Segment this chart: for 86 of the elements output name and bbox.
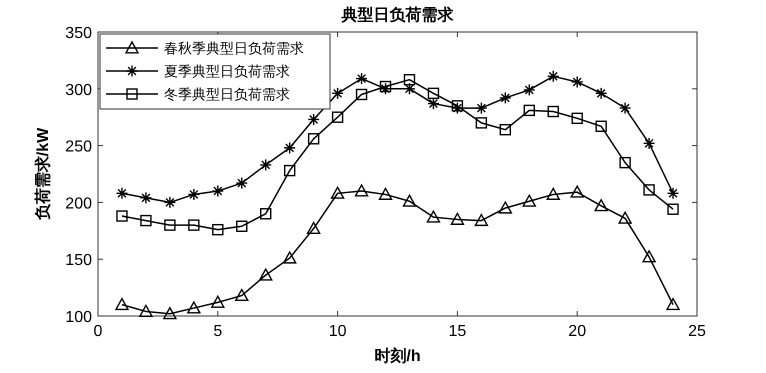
point	[235, 288, 248, 302]
point	[331, 87, 344, 100]
point	[667, 204, 679, 215]
point	[546, 188, 560, 200]
point	[260, 208, 272, 220]
point	[642, 250, 656, 262]
point	[547, 70, 560, 83]
point	[212, 184, 224, 198]
point	[570, 185, 584, 198]
point	[642, 137, 656, 150]
point	[426, 210, 440, 223]
y-tick-label: 250	[65, 138, 92, 156]
point	[571, 76, 584, 88]
point	[354, 184, 368, 197]
point	[356, 88, 368, 100]
point	[140, 214, 152, 226]
x-tick-label: 0	[94, 323, 103, 340]
point	[594, 199, 608, 212]
point	[643, 184, 655, 196]
point	[115, 298, 129, 310]
point	[284, 164, 296, 176]
point	[211, 296, 224, 308]
point	[594, 87, 608, 100]
x-tick-label: 25	[688, 323, 706, 340]
point	[260, 158, 272, 172]
point	[164, 196, 176, 209]
legend-label: 冬季典型日负荷需求	[164, 86, 290, 102]
point	[666, 187, 680, 200]
point	[307, 113, 320, 126]
point	[428, 88, 440, 100]
point	[212, 224, 224, 236]
point	[306, 222, 320, 234]
point	[332, 112, 344, 123]
point	[475, 102, 488, 114]
point	[355, 72, 368, 85]
point	[618, 102, 632, 114]
point	[498, 201, 512, 214]
point	[619, 156, 631, 168]
point	[499, 92, 512, 104]
point	[163, 307, 177, 320]
y-tick-label: 150	[65, 252, 92, 270]
point	[236, 176, 248, 190]
point	[618, 212, 632, 224]
point	[330, 186, 344, 199]
point	[187, 301, 201, 314]
point	[572, 112, 583, 124]
point	[188, 219, 200, 231]
x-tick-label: 20	[568, 323, 586, 340]
point	[139, 304, 153, 317]
point	[402, 194, 416, 207]
point	[188, 188, 200, 201]
point	[378, 188, 392, 200]
point	[116, 210, 128, 222]
point	[164, 219, 176, 231]
point	[474, 214, 488, 226]
point	[140, 192, 152, 204]
point	[666, 298, 680, 310]
point	[524, 104, 535, 116]
y-tick-label: 300	[65, 82, 92, 99]
x-tick-label: 5	[213, 323, 222, 340]
point	[308, 133, 320, 144]
x-tick-label: 15	[448, 323, 466, 340]
y-axis-title: 负荷需求/kW	[34, 126, 52, 222]
y-tick-label: 100	[65, 309, 92, 326]
point	[452, 100, 464, 112]
point	[380, 80, 392, 92]
x-axis-title: 时刻/h	[374, 347, 421, 365]
x-tick-label: 10	[328, 323, 347, 340]
point	[548, 106, 559, 118]
point	[522, 194, 536, 207]
point	[450, 212, 464, 225]
y-tick-label: 350	[65, 25, 92, 42]
y-tick-label: 200	[65, 195, 92, 212]
point	[595, 120, 607, 132]
point	[476, 117, 488, 129]
point	[259, 268, 272, 281]
legend-label: 夏季典型日负荷需求	[164, 63, 290, 79]
point	[282, 251, 296, 264]
point	[283, 142, 296, 154]
chart-title: 典型日负荷需求	[340, 6, 454, 24]
point	[116, 187, 128, 200]
legend-label: 春秋季典型日负荷需求	[164, 40, 304, 56]
point	[404, 74, 416, 86]
point	[523, 84, 536, 96]
point	[500, 124, 512, 136]
point	[236, 220, 248, 232]
